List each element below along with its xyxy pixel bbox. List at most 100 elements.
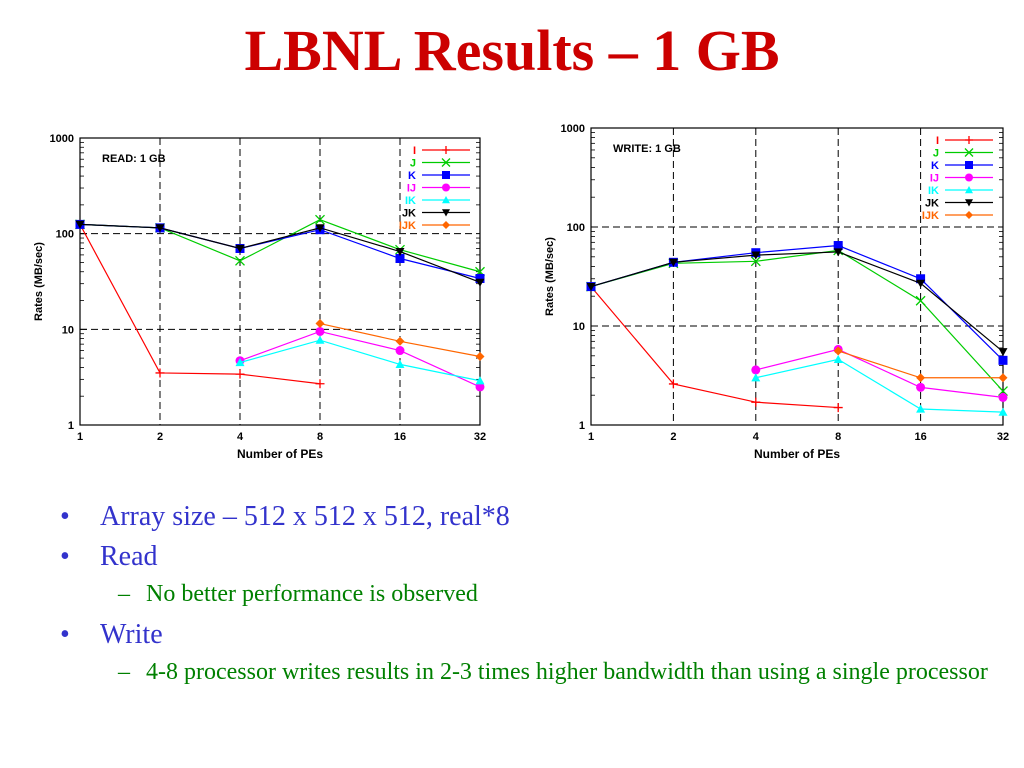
x-tick-label: 8 [317, 431, 323, 443]
data-point [235, 358, 245, 367]
x-axis-label: Number of PEs [754, 447, 840, 461]
legend-marker [965, 173, 973, 182]
read-series-j [75, 214, 485, 277]
bullet-list: • Array size – 512 x 512 x 512, real*8 • R… [60, 500, 990, 696]
data-point [998, 348, 1008, 357]
bullet-dot-icon: • [60, 501, 70, 532]
data-point [750, 256, 761, 267]
read-series-k [75, 219, 485, 283]
y-tick-label: 100 [56, 229, 74, 241]
legend-label: I [413, 145, 416, 157]
legend-marker [442, 221, 450, 229]
bullet-text: Read [100, 541, 158, 572]
series-line [239, 330, 481, 388]
bullet-text: 4-8 processor writes results in 2-3 time… [146, 659, 988, 685]
subbullet-write-note: –4-8 processor writes results in 2-3 tim… [60, 658, 990, 686]
series-line [590, 249, 1004, 392]
data-point [395, 346, 405, 356]
series-line [755, 358, 1004, 413]
data-point [916, 373, 926, 383]
x-tick-label: 8 [835, 431, 841, 443]
x-tick-label: 16 [914, 431, 926, 443]
bullet-text: Write [100, 619, 163, 650]
data-point [668, 379, 678, 389]
legend-label: IJK [922, 210, 939, 222]
data-point [75, 220, 85, 229]
x-tick-label: 1 [588, 431, 594, 443]
data-point [235, 244, 245, 253]
data-point [833, 346, 843, 356]
series-line [590, 244, 1004, 361]
read-series-ij [235, 326, 485, 392]
series-line [590, 286, 839, 409]
data-point [475, 382, 485, 392]
plot-frame [79, 137, 481, 426]
legend-label: I [936, 135, 939, 147]
data-point [395, 247, 405, 257]
x-tick-label: 4 [753, 431, 760, 443]
legend-label: JK [402, 208, 416, 220]
write-series-j [586, 245, 1008, 397]
legend-label: IK [928, 185, 939, 197]
bullet-read: • Read [60, 540, 990, 574]
legend-marker [442, 196, 450, 204]
plot-frame [590, 127, 1004, 426]
data-point [475, 278, 485, 287]
data-point [833, 354, 843, 363]
bullet-dash-icon: – [118, 659, 130, 685]
data-point [751, 251, 761, 260]
legend-marker [965, 136, 973, 144]
data-point [916, 274, 926, 284]
y-tick-label: 10 [573, 321, 585, 333]
legend-marker [965, 186, 973, 194]
data-point [315, 319, 325, 329]
x-tick-label: 2 [157, 431, 163, 443]
bullet-dash-icon: – [118, 581, 130, 607]
y-axis-label: Rates (MB/sec) [33, 242, 45, 321]
legend-marker [442, 209, 450, 217]
chart-title: WRITE: 1 GB [613, 143, 681, 155]
write-series-ik [751, 354, 1008, 416]
write-chart: 1 10 100 1000 1 2 4 8 16 32 Number of PEs Rates (MB… [544, 123, 1009, 461]
data-point [751, 373, 761, 382]
data-point [833, 241, 843, 251]
bullet-dot-icon: • [60, 541, 70, 572]
bullet-write: • Write [60, 618, 990, 652]
data-point [315, 335, 325, 344]
bullet-text: No better performance is observed [146, 581, 478, 607]
data-point [586, 283, 596, 292]
read-chart: 1 10 100 1000 1 2 4 8 16 32 Number of PEs Rates (MB… [33, 133, 486, 461]
legend-marker [965, 211, 973, 219]
data-point [395, 336, 405, 346]
data-point [998, 355, 1008, 365]
legend-label: K [408, 170, 416, 182]
y-tick-label: 1 [68, 420, 74, 432]
bullet-dot-icon: • [60, 619, 70, 650]
x-tick-label: 2 [670, 431, 676, 443]
series-line [590, 251, 1004, 353]
x-tick-label: 4 [237, 431, 244, 443]
x-tick-label: 32 [474, 431, 486, 443]
legend-label: J [410, 158, 416, 170]
data-point [235, 255, 245, 266]
write-series-ijk [833, 346, 1008, 383]
legend-marker [964, 148, 974, 157]
data-point [315, 379, 325, 389]
series-line [79, 223, 481, 280]
x-tick-label: 1 [77, 431, 83, 443]
legend-marker [965, 161, 973, 169]
write-series-ij [751, 344, 1008, 402]
data-point [916, 382, 926, 392]
legend-label: JK [925, 198, 939, 210]
data-point [668, 258, 678, 267]
series-line [755, 348, 1004, 398]
y-axis-label: Rates (MB/sec) [544, 237, 556, 316]
legend-marker [442, 171, 450, 179]
data-point [475, 273, 485, 283]
chart-title: READ: 1 GB [102, 153, 166, 165]
write-series-jk [586, 248, 1008, 357]
read-series-ijk [315, 319, 485, 362]
legend-label: IJK [399, 220, 416, 232]
legend-label: J [933, 148, 939, 160]
